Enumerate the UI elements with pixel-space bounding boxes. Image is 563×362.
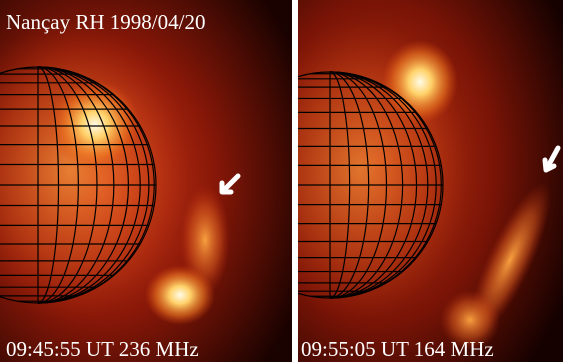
caption: 09:45:55 UT 236 MHz — [6, 337, 199, 361]
title: Nançay RH 1998/04/20 — [6, 10, 205, 34]
left-panel — [0, 0, 292, 362]
radioheliograph-figure: Nançay RH 1998/04/20 09:45:55 UT 236 MHz… — [0, 0, 563, 362]
panel-divider — [292, 0, 298, 362]
caption: 09:55:05 UT 164 MHz — [301, 337, 494, 361]
